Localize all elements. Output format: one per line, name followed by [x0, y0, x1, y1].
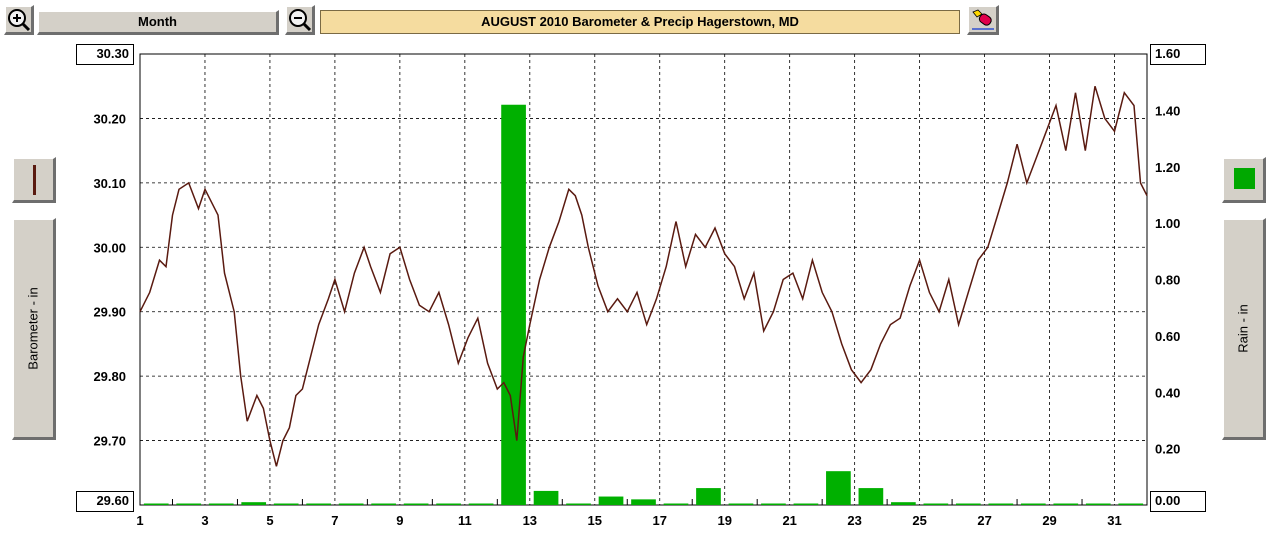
- rain-bar: [761, 503, 786, 505]
- barometer-tick-labels: 30.20 30.10 30.00 29.90 29.80 29.70: [93, 111, 126, 448]
- rain-bar: [631, 499, 656, 505]
- rain-bar: [955, 503, 981, 505]
- rain-bar: [241, 502, 267, 505]
- rain-bar: [793, 503, 819, 505]
- rain-bar: [176, 503, 202, 505]
- rain-tick-label: 0.40: [1155, 385, 1180, 400]
- eraser-button[interactable]: [967, 5, 999, 35]
- x-tick-label: 7: [331, 513, 338, 528]
- x-tick-label: 15: [588, 513, 602, 528]
- rain-bar: [858, 488, 884, 505]
- x-tick-label: 11: [458, 513, 472, 528]
- x-tick-label: 19: [717, 513, 731, 528]
- zoom-in-icon: [7, 8, 30, 31]
- rain-bar: [208, 503, 234, 505]
- rain-legend-button[interactable]: [1222, 157, 1266, 203]
- barometer-tick-label: 30.10: [93, 176, 126, 191]
- x-tick-label: 5: [266, 513, 273, 528]
- barometer-tick-label: 29.80: [93, 369, 126, 384]
- rain-tick-label: 1.00: [1155, 216, 1180, 231]
- rain-bar: [306, 503, 332, 505]
- x-tick-label: 9: [396, 513, 403, 528]
- rain-tick-label: 0.20: [1155, 442, 1180, 457]
- barometer-line: [139, 85, 1148, 467]
- rain-tick-label: 1.40: [1155, 103, 1180, 118]
- rain-bar: [338, 503, 364, 505]
- rain-bar: [501, 104, 526, 506]
- barometer-legend-button[interactable]: [12, 157, 56, 203]
- zoom-out-icon: [288, 8, 311, 31]
- x-tick-label: 29: [1042, 513, 1056, 528]
- zoom-in-button[interactable]: [4, 5, 34, 35]
- x-tick-label: 25: [912, 513, 926, 528]
- barometer-tick-label: 29.90: [93, 305, 126, 320]
- rain-bar: [273, 503, 299, 505]
- rain-bar: [891, 502, 916, 505]
- barometer-tick-label: 30.00: [93, 240, 126, 255]
- rain-bar: [1020, 503, 1046, 505]
- x-tick-label: 1: [136, 513, 143, 528]
- zoom-out-button[interactable]: [285, 5, 315, 35]
- rain-bar: [988, 503, 1014, 505]
- barometer-min-value: 29.60: [76, 491, 134, 512]
- chart-title: AUGUST 2010 Barometer & Precip Hagerstow…: [320, 10, 960, 34]
- x-tick-label: 23: [847, 513, 861, 528]
- rain-bar: [468, 503, 494, 505]
- rain-bar: [371, 503, 396, 505]
- barometer-swatch: [33, 165, 36, 195]
- rain-bar: [436, 503, 461, 505]
- rain-bar: [1053, 503, 1079, 505]
- barometer-tick-label: 30.20: [93, 111, 126, 126]
- rain-tick-labels: 1.40 1.20 1.00 0.80 0.60 0.40 0.20: [1155, 103, 1180, 456]
- rain-bar: [598, 496, 624, 505]
- rain-bar: [1118, 503, 1144, 505]
- x-tick-labels: 1 3 5 7 9 11 13 15 17 19 21 23 25 27 29 31: [136, 513, 1121, 528]
- rain-bar: [566, 503, 591, 505]
- x-tick-label: 13: [523, 513, 537, 528]
- rain-bar: [403, 503, 429, 505]
- x-tick-label: 27: [977, 513, 991, 528]
- x-tick-label: 17: [653, 513, 667, 528]
- x-tick-label: 21: [782, 513, 796, 528]
- rain-bar: [728, 503, 754, 505]
- rain-bar: [923, 503, 949, 505]
- rain-bar: [826, 471, 851, 505]
- rain-bar: [533, 490, 559, 505]
- rain-bar: [143, 503, 169, 505]
- rain-bar: [696, 488, 721, 505]
- eraser-icon: [971, 9, 994, 30]
- period-selector[interactable]: Month: [37, 10, 279, 35]
- barometer-tick-label: 29.70: [93, 434, 126, 449]
- rain-min-value: 0.00: [1150, 491, 1206, 512]
- rain-axis-button[interactable]: Rain - in: [1222, 218, 1266, 440]
- x-tick-label: 31: [1107, 513, 1121, 528]
- rain-tick-label: 0.60: [1155, 329, 1180, 344]
- barometer-max-value: 30.30: [76, 44, 134, 65]
- rain-bar: [663, 503, 689, 505]
- rain-tick-label: 0.80: [1155, 273, 1180, 288]
- x-tick-label: 3: [201, 513, 208, 528]
- rain-swatch: [1234, 168, 1255, 189]
- plot-frame: [139, 53, 1148, 506]
- rain-bars: [143, 104, 1144, 506]
- rain-max-value: 1.60: [1150, 44, 1206, 65]
- grid: [140, 54, 1147, 505]
- barometer-axis-button[interactable]: Barometer - in: [12, 218, 56, 440]
- rain-tick-label: 1.20: [1155, 160, 1180, 175]
- rain-bar: [1085, 503, 1111, 505]
